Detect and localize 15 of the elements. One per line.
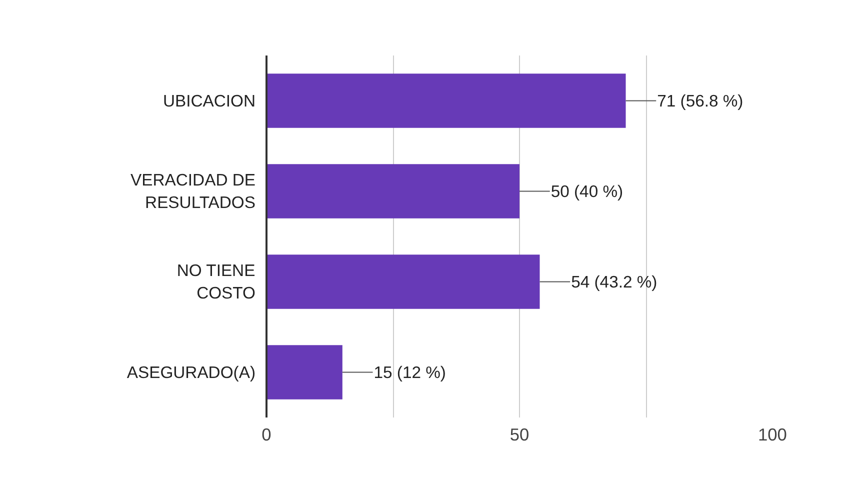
y-tick-label: NO TIENE COSTO	[176, 260, 256, 303]
y-tick-label: VERACIDAD DE RESULTADOS	[130, 170, 256, 212]
data-label: 15 (12 %)	[374, 362, 446, 382]
y-tick-label: UBICACION	[162, 91, 256, 110]
data-label: 54 (43.2 %)	[571, 272, 658, 292]
data-label: 50 (40 %)	[550, 182, 624, 201]
bar	[266, 164, 520, 218]
bar	[266, 74, 626, 128]
x-tick-label: 100	[758, 424, 787, 444]
x-tick-label: 0	[262, 424, 272, 444]
y-tick-label: ASEGURADO(A)	[126, 362, 256, 382]
bar	[266, 345, 342, 400]
x-tick-label: 50	[510, 424, 530, 444]
bar	[266, 254, 540, 309]
data-label: 71 (56.8 %)	[657, 91, 744, 110]
